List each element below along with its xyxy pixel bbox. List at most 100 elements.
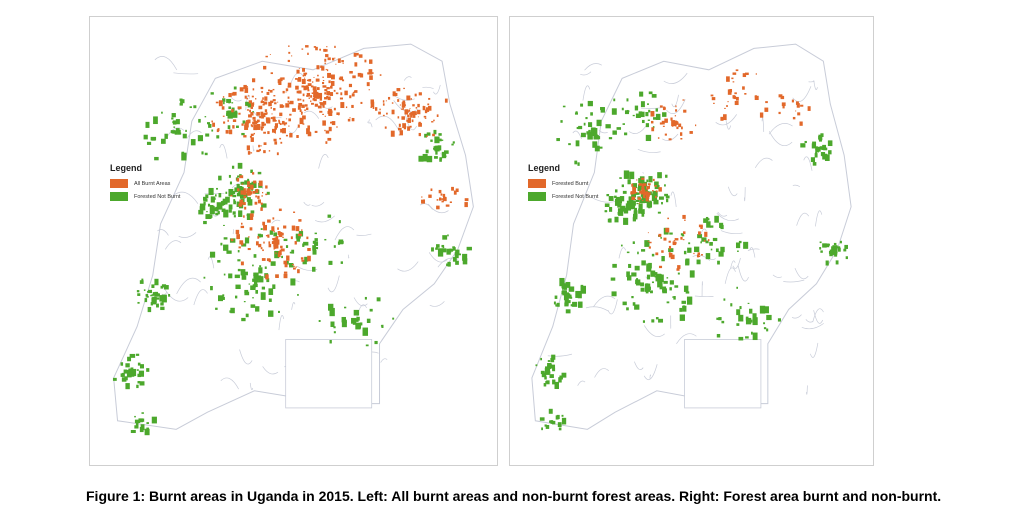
forest-patch [572,301,578,307]
forest-patch [639,91,644,97]
district-boundary [314,215,335,223]
burnt-patch [250,133,254,137]
burnt-patch [274,132,276,134]
forest-patch [705,253,711,260]
burnt-patch [294,241,297,245]
burnt-patch [652,178,655,181]
forest-patch [612,130,617,135]
burnt-patch [311,85,314,87]
district-boundary [547,353,573,357]
legend-label: Forested Burnt [552,180,589,187]
forest-patch [620,244,623,247]
burnt-patch [251,95,254,98]
forest-patch [441,244,445,248]
burnt-patch [799,121,803,126]
district-boundary [744,187,746,202]
forest-patch [565,281,571,288]
burnt-patch [259,115,262,119]
forest-patch [125,363,130,368]
district-boundary [749,247,756,258]
burnt-patch [342,62,344,64]
forest-patch [151,416,157,424]
burnt-patch [327,72,331,78]
burnt-patch [658,233,662,237]
burnt-patch [330,121,333,123]
forest-patch [137,381,141,384]
forest-patch [252,297,254,299]
burnt-patch [755,73,757,75]
burnt-patch [403,126,407,130]
burnt-patch [319,48,321,51]
forest-patch [614,216,619,223]
burnt-patch [324,97,328,100]
forest-patch [736,309,741,316]
district-boundary [422,86,434,89]
forest-patch [135,353,140,356]
burnt-patch [263,142,267,146]
district-boundary [249,382,254,391]
forest-patch [283,238,288,242]
burnt-patch [664,118,668,123]
forest-patch [145,294,149,297]
forest-patch [624,132,628,136]
forest-patch [238,190,242,194]
forest-patch [240,269,246,276]
burnt-patch [349,70,353,74]
burnt-patch [249,191,253,195]
burnt-patch [265,235,268,237]
burnt-patch [326,46,328,48]
forest-patch [227,125,231,130]
district-boundary [747,248,760,251]
forest-patch [570,304,573,307]
burnt-patch [247,119,251,124]
burnt-patch [668,138,672,141]
forest-patch [738,314,744,322]
forest-patch [562,105,566,108]
burnt-patch [670,117,673,121]
burnt-patch [697,252,701,256]
burnt-patch [272,116,276,121]
forest-patch [146,368,150,372]
forest-patch [215,194,217,197]
forest-patch [648,200,652,203]
forest-patch [269,230,273,235]
burnt-patch [734,92,737,95]
forest-patch [251,181,257,188]
forest-patch [250,304,256,308]
forest-patch [651,281,654,284]
district-boundary [772,274,782,278]
forest-patch [381,324,384,328]
burnt-patch [275,274,279,278]
burnt-patch [676,126,679,130]
forest-patch [237,259,241,262]
district-boundary [724,267,736,284]
forest-patch [634,265,640,271]
burnt-patch [645,191,649,196]
burnt-patch [268,241,271,244]
lake-victoria [684,339,762,409]
burnt-patch [250,152,253,154]
forest-patch [242,120,246,124]
forest-patch [636,278,639,280]
forest-patch [312,250,317,255]
forest-patch [137,301,140,304]
forest-patch [586,131,591,135]
forest-patch [223,209,229,218]
burnt-patch [633,190,636,193]
burnt-patch [297,124,300,128]
burnt-patch [440,193,443,196]
burnt-patch [243,84,247,89]
burnt-patch [232,91,237,96]
burnt-patch [324,62,326,65]
burnt-patch [243,192,245,194]
forest-patch [588,122,593,128]
forest-patch [198,118,201,123]
forest-patch [736,323,740,326]
burnt-patch [263,101,268,105]
burnt-patch [321,66,325,71]
burnt-patch [392,91,396,97]
forest-patch [222,294,225,297]
burnt-patch [280,253,282,255]
burnt-patch [313,94,317,99]
forest-patch [639,199,644,204]
